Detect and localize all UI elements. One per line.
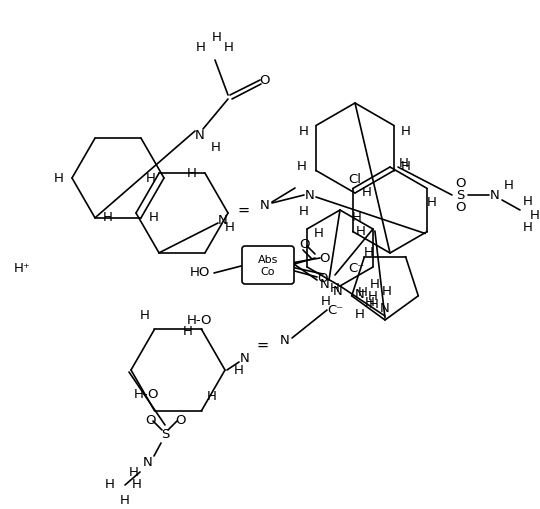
- Text: N: N: [280, 333, 290, 347]
- Text: H: H: [187, 166, 197, 180]
- Text: HO: HO: [190, 267, 210, 279]
- Text: H: H: [103, 211, 113, 224]
- Text: N: N: [355, 289, 365, 301]
- Text: H: H: [234, 363, 244, 377]
- Text: C⁻: C⁻: [327, 303, 343, 317]
- Text: O: O: [300, 238, 310, 250]
- Text: N: N: [320, 278, 330, 292]
- Text: H: H: [120, 494, 130, 506]
- Text: H: H: [129, 466, 139, 478]
- Text: H: H: [211, 140, 221, 154]
- Text: C⁻: C⁻: [348, 262, 364, 275]
- Text: N: N: [333, 286, 342, 298]
- Text: H⁺: H⁺: [14, 262, 30, 274]
- Text: Co: Co: [261, 267, 275, 277]
- Text: H: H: [364, 246, 374, 260]
- Text: H: H: [183, 325, 192, 338]
- Text: O: O: [145, 413, 156, 427]
- Text: O: O: [175, 413, 185, 427]
- Text: H: H: [369, 278, 380, 291]
- Text: H: H: [358, 286, 368, 298]
- Text: H: H: [105, 478, 115, 492]
- Text: H: H: [399, 156, 409, 169]
- Text: H: H: [149, 211, 159, 224]
- Text: N: N: [380, 301, 390, 315]
- Text: N: N: [218, 213, 228, 227]
- Text: N: N: [143, 456, 153, 468]
- Text: H: H: [368, 290, 377, 303]
- Text: H: H: [299, 205, 309, 217]
- Text: H: H: [207, 390, 217, 403]
- Text: H: H: [530, 209, 540, 221]
- Text: H-O: H-O: [187, 314, 213, 326]
- Text: H: H: [523, 220, 533, 234]
- Text: N: N: [240, 352, 250, 364]
- Text: H: H: [321, 295, 330, 308]
- Text: H: H: [362, 186, 372, 199]
- Text: H: H: [352, 211, 362, 224]
- Text: H: H: [401, 125, 411, 138]
- Text: N: N: [490, 188, 500, 202]
- Text: H: H: [299, 125, 309, 138]
- Text: H: H: [369, 298, 379, 312]
- Text: H: H: [54, 172, 64, 184]
- Text: O: O: [320, 251, 330, 265]
- Text: S: S: [456, 188, 464, 202]
- Text: Abs: Abs: [258, 255, 278, 265]
- Text: Cl: Cl: [348, 173, 361, 185]
- Text: H: H: [330, 281, 340, 295]
- Text: N: N: [305, 188, 315, 202]
- Text: O: O: [318, 271, 328, 285]
- Text: N: N: [195, 128, 205, 142]
- Text: S: S: [161, 429, 169, 441]
- Text: =: =: [238, 203, 250, 218]
- Text: H: H: [355, 308, 365, 322]
- Text: H: H: [523, 194, 533, 208]
- Text: H: H: [196, 41, 206, 53]
- Text: O: O: [455, 201, 465, 213]
- Text: H: H: [212, 31, 222, 43]
- Text: H: H: [224, 41, 234, 53]
- Text: H: H: [297, 160, 307, 173]
- Text: H: H: [504, 179, 514, 191]
- Text: H: H: [146, 172, 156, 184]
- Text: H-O: H-O: [134, 388, 159, 401]
- Text: H: H: [139, 309, 150, 322]
- Text: H: H: [132, 478, 142, 492]
- Text: H: H: [426, 196, 436, 209]
- Text: N: N: [260, 199, 270, 212]
- Text: O: O: [455, 177, 465, 189]
- Text: H: H: [365, 296, 375, 308]
- FancyBboxPatch shape: [242, 246, 294, 284]
- Text: =: =: [257, 337, 269, 353]
- Text: H: H: [225, 220, 235, 234]
- Text: H: H: [401, 160, 411, 173]
- Text: H: H: [314, 227, 324, 240]
- Text: O: O: [260, 73, 270, 87]
- Text: H: H: [356, 224, 366, 238]
- Text: H: H: [381, 285, 391, 298]
